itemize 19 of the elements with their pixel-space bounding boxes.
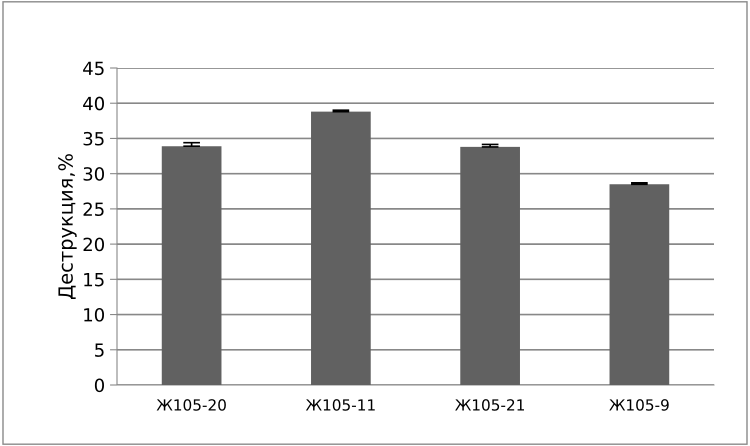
- y-tick-label: 40: [83, 96, 104, 110]
- y-tick-label: 45: [83, 62, 104, 76]
- x-tick-label: Ж105-9: [609, 399, 669, 411]
- x-tick-label: Ж105-21: [455, 399, 524, 411]
- x-tick-label: Ж105-11: [306, 399, 375, 411]
- y-axis-title: Деструкция,%: [58, 154, 77, 300]
- bar: [311, 112, 371, 385]
- x-tick-label: Ж105-20: [156, 399, 226, 411]
- y-tick-label: 5: [95, 343, 104, 357]
- y-tick-label: 0: [94, 378, 104, 392]
- bar: [162, 146, 222, 385]
- bar: [610, 184, 670, 385]
- y-tick-label: 20: [84, 238, 104, 252]
- y-tick-label: 25: [84, 202, 104, 216]
- y-tick-label: 30: [84, 167, 104, 181]
- y-tick-label: 35: [84, 132, 104, 146]
- bar: [460, 146, 520, 385]
- y-tick-label: 15: [84, 273, 104, 286]
- y-tick-label: 10: [84, 308, 104, 322]
